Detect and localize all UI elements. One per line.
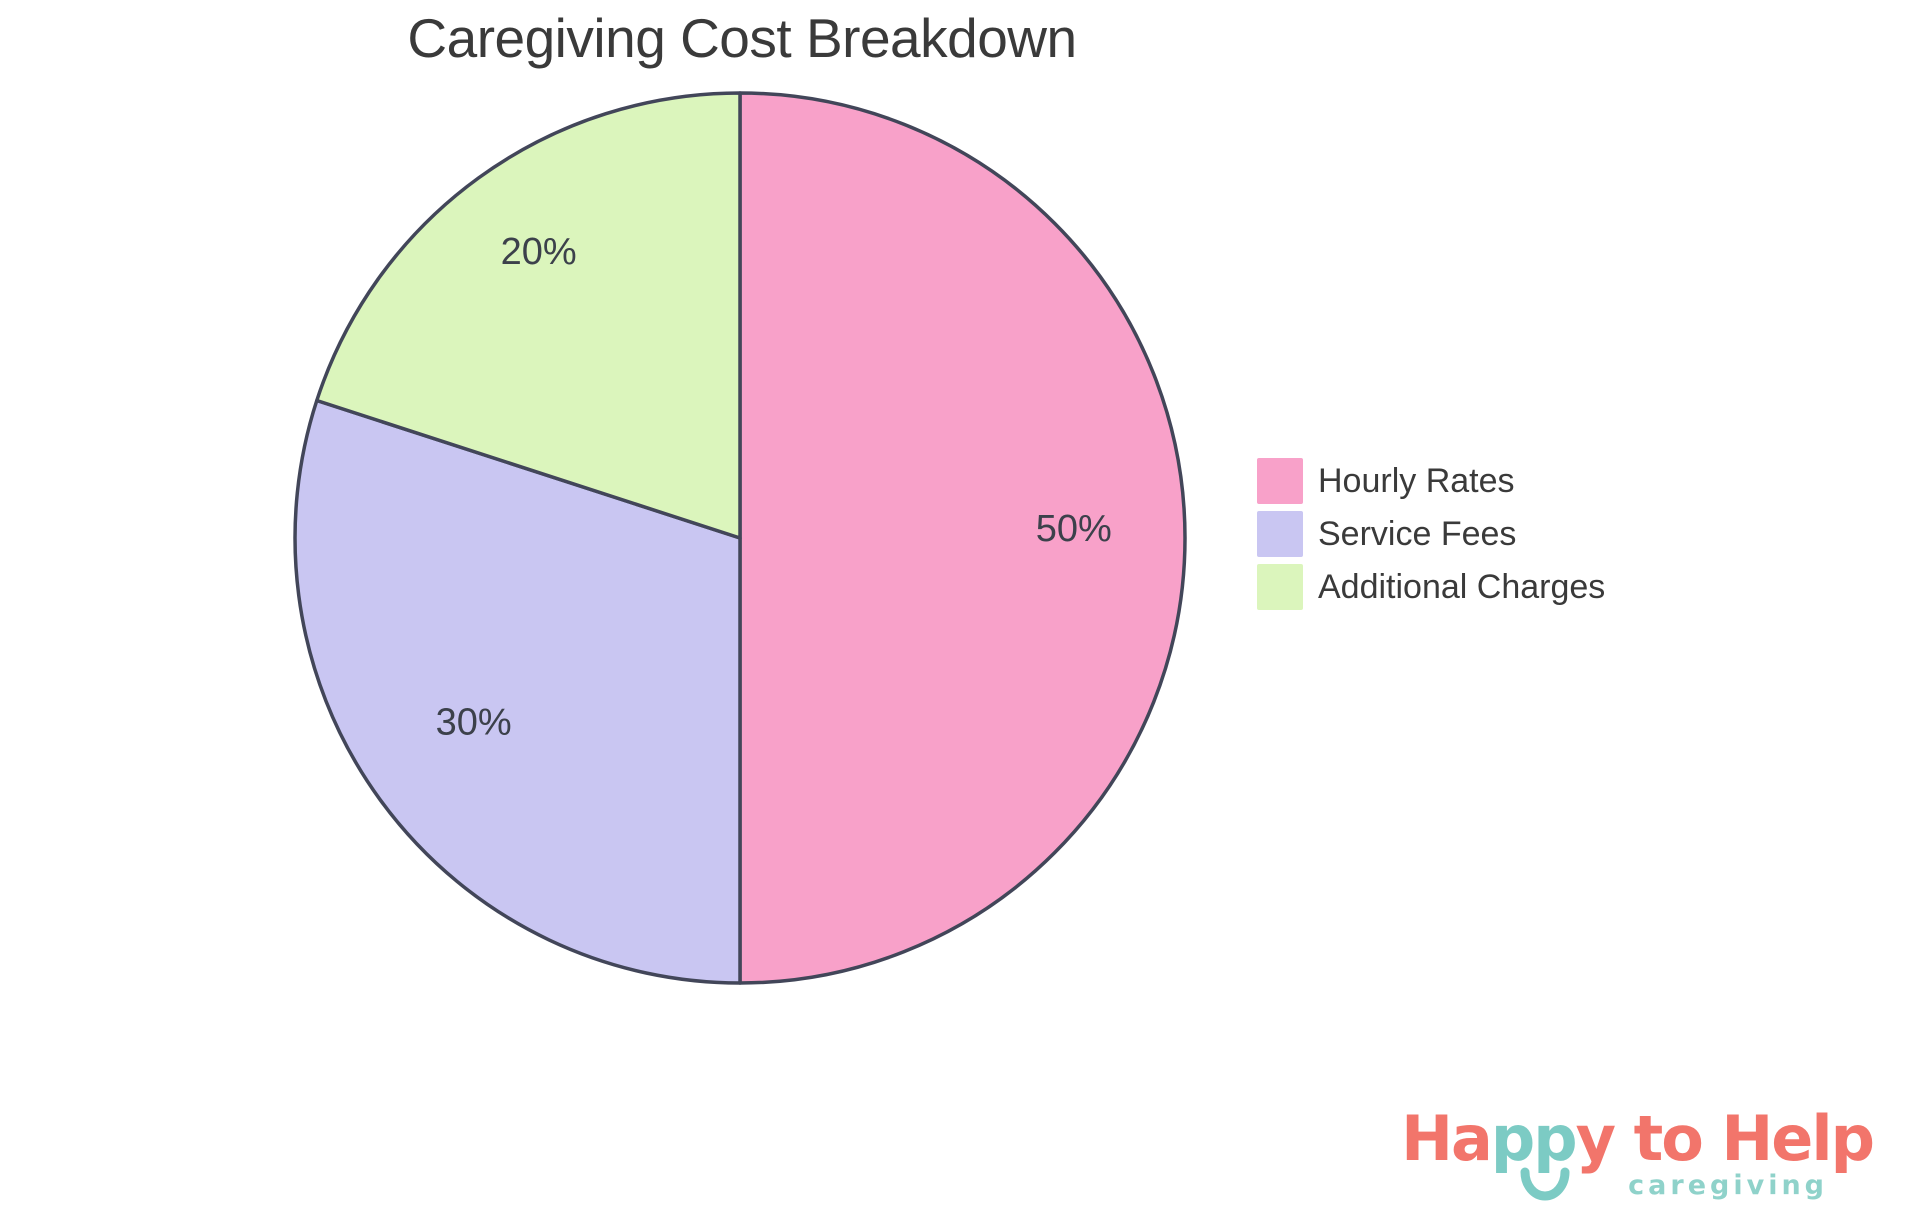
pie-percent-label-service-fees: 30% (436, 702, 512, 744)
pie-percent-label-hourly-rates: 50% (1036, 508, 1112, 550)
pie-slice-service-fees (293, 398, 742, 985)
logo-tagline: caregiving (1628, 1170, 1828, 1201)
pie-slice-additional-charges (315, 91, 742, 540)
legend-label: Hourly Rates (1318, 461, 1515, 500)
logo-text-ha: Ha (1401, 1102, 1493, 1175)
logo-text-y: y (1575, 1102, 1616, 1175)
legend-item-hourly-rates: Hourly Rates (1257, 458, 1605, 504)
legend-label: Additional Charges (1318, 567, 1606, 606)
legend: Hourly Rates Service Fees Additional Cha… (1257, 458, 1605, 617)
smile-icon (1520, 1167, 1570, 1201)
logo-text-to-help: to Help (1614, 1102, 1875, 1175)
legend-swatch-hourly-rates (1257, 458, 1303, 504)
pie-slice-hourly-rates (738, 91, 1187, 985)
legend-item-additional-charges: Additional Charges (1257, 564, 1605, 610)
legend-swatch-service-fees (1257, 511, 1303, 557)
legend-label: Service Fees (1318, 514, 1517, 553)
brand-logo: Happy to Help caregiving (1401, 1108, 1875, 1215)
pie-percent-label-additional-charges: 20% (501, 231, 577, 273)
legend-item-service-fees: Service Fees (1257, 511, 1605, 557)
legend-swatch-additional-charges (1257, 564, 1303, 610)
logo-text-pp: pp (1490, 1102, 1578, 1175)
chart-title: Caregiving Cost Breakdown (407, 7, 1077, 69)
logo-wordmark: Happy to Help (1401, 1108, 1875, 1170)
